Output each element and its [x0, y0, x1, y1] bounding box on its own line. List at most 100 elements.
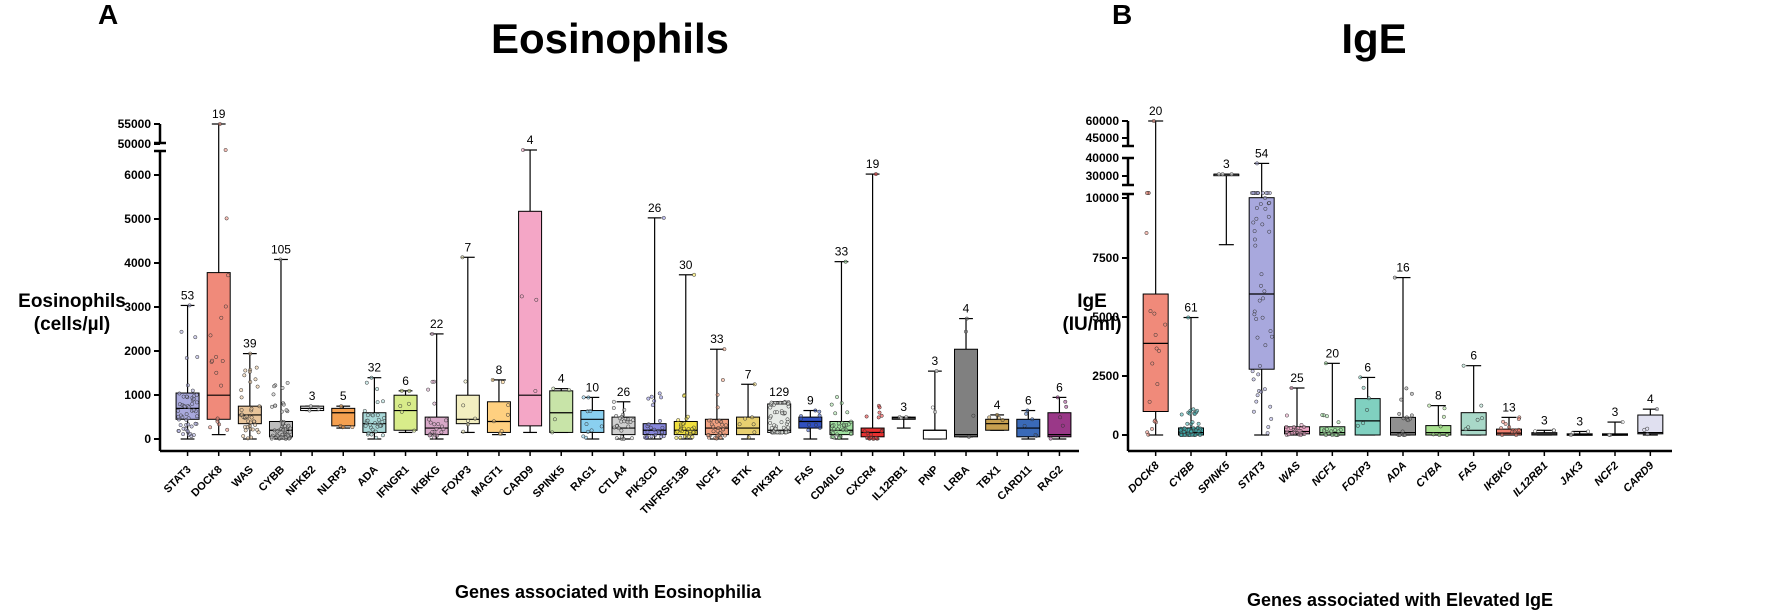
- x-tick-label-a: LRBA: [942, 464, 972, 494]
- data-point: [1431, 432, 1436, 437]
- y-tick-label-a: 0: [144, 432, 151, 446]
- data-point: [581, 395, 586, 400]
- y-axis-label-a-line2: (cells/µl): [34, 314, 110, 335]
- data-point: [412, 428, 417, 433]
- data-point: [280, 421, 285, 426]
- data-point: [1252, 229, 1257, 234]
- box-b-ncf2: 3 NCF2: [1592, 405, 1628, 488]
- n-label: 10: [586, 380, 600, 394]
- data-point: [1254, 399, 1259, 404]
- data-point: [1060, 423, 1065, 428]
- x-tick-label-a: SPINK5: [531, 464, 568, 501]
- data-point: [463, 379, 468, 384]
- data-point: [849, 432, 854, 437]
- data-point: [614, 436, 619, 441]
- data-point: [399, 388, 404, 393]
- data-point: [964, 316, 969, 321]
- data-point: [835, 432, 839, 437]
- box-b-ncf1: 20 NCF1: [1310, 346, 1346, 488]
- data-point: [611, 399, 616, 404]
- data-point: [239, 412, 244, 417]
- box-a-tbx1: 4 TBX1: [975, 398, 1010, 492]
- data-point: [817, 425, 822, 430]
- data-point: [242, 425, 247, 429]
- x-axis-label-b: Genes associated with Elevated IgE: [1247, 590, 1553, 610]
- data-point: [832, 427, 837, 432]
- n-label: 3: [309, 389, 316, 403]
- data-point: [184, 356, 189, 360]
- data-point: [1150, 426, 1154, 431]
- chart-title-a: Eosinophils: [491, 15, 729, 62]
- box-iqr: [954, 348, 979, 438]
- box-iqr: [1637, 414, 1664, 435]
- data-point: [586, 395, 591, 400]
- data-point: [184, 394, 189, 399]
- data-point: [239, 395, 244, 400]
- data-point: [844, 428, 849, 433]
- data-point: [612, 425, 617, 430]
- n-label: 4: [963, 302, 970, 316]
- box-iqr: [580, 410, 605, 433]
- data-point: [813, 422, 818, 427]
- y-tick-label-b: 30000: [1086, 169, 1120, 183]
- data-point: [1302, 432, 1307, 436]
- data-point: [1500, 433, 1505, 437]
- data-point: [280, 385, 285, 390]
- data-point: [837, 436, 842, 441]
- box-iqr: [518, 210, 543, 427]
- data-point: [1255, 161, 1259, 166]
- x-tick-label-b: FAS: [1456, 459, 1480, 483]
- n-label: 4: [558, 372, 565, 386]
- y-tick-label-a: 6000: [124, 168, 151, 182]
- n-label: 33: [835, 245, 849, 259]
- data-point: [1365, 407, 1369, 412]
- n-label: 9: [807, 394, 814, 408]
- data-point: [432, 435, 437, 440]
- data-point: [1322, 429, 1327, 434]
- data-point: [178, 423, 183, 428]
- data-point: [1409, 413, 1414, 418]
- data-point: [182, 404, 187, 409]
- data-point: [1255, 335, 1260, 340]
- x-tick-label-a: NLRP3: [315, 464, 349, 498]
- data-point: [1259, 272, 1264, 277]
- data-point: [285, 380, 290, 385]
- data-point: [1153, 332, 1158, 337]
- n-label: 4: [1647, 392, 1654, 406]
- data-point: [614, 414, 619, 418]
- data-point: [185, 383, 190, 388]
- data-point: [1182, 426, 1187, 431]
- n-label: 25: [1290, 371, 1304, 385]
- box-b-dock8: 20 DOCK8: [1126, 104, 1169, 495]
- panel-letter-a: A: [98, 0, 118, 30]
- n-label: 4: [527, 133, 534, 147]
- data-point: [722, 433, 727, 438]
- box-iqr: [331, 407, 356, 427]
- data-point: [281, 402, 286, 407]
- data-point: [1147, 399, 1152, 404]
- box-a-fas: 9 FAS: [793, 394, 823, 487]
- n-label: 20: [1149, 104, 1163, 118]
- data-point: [251, 419, 256, 424]
- data-point: [398, 404, 403, 408]
- data-point: [176, 414, 181, 419]
- data-point: [1330, 433, 1335, 437]
- data-point: [1030, 417, 1035, 422]
- data-point: [273, 403, 278, 408]
- data-point: [365, 418, 370, 423]
- data-point: [1254, 317, 1259, 321]
- data-point: [688, 432, 693, 437]
- data-point: [1516, 417, 1521, 421]
- data-point: [215, 416, 220, 421]
- data-point: [288, 426, 293, 431]
- y-tick-label-a: 55000: [118, 117, 152, 131]
- data-point: [1145, 191, 1149, 195]
- n-label: 26: [617, 385, 631, 399]
- n-label: 7: [464, 240, 471, 254]
- data-point: [188, 432, 193, 436]
- data-point: [1192, 412, 1197, 416]
- data-point: [191, 397, 196, 402]
- data-point: [1302, 425, 1306, 429]
- data-point: [589, 428, 594, 433]
- data-point: [588, 409, 593, 414]
